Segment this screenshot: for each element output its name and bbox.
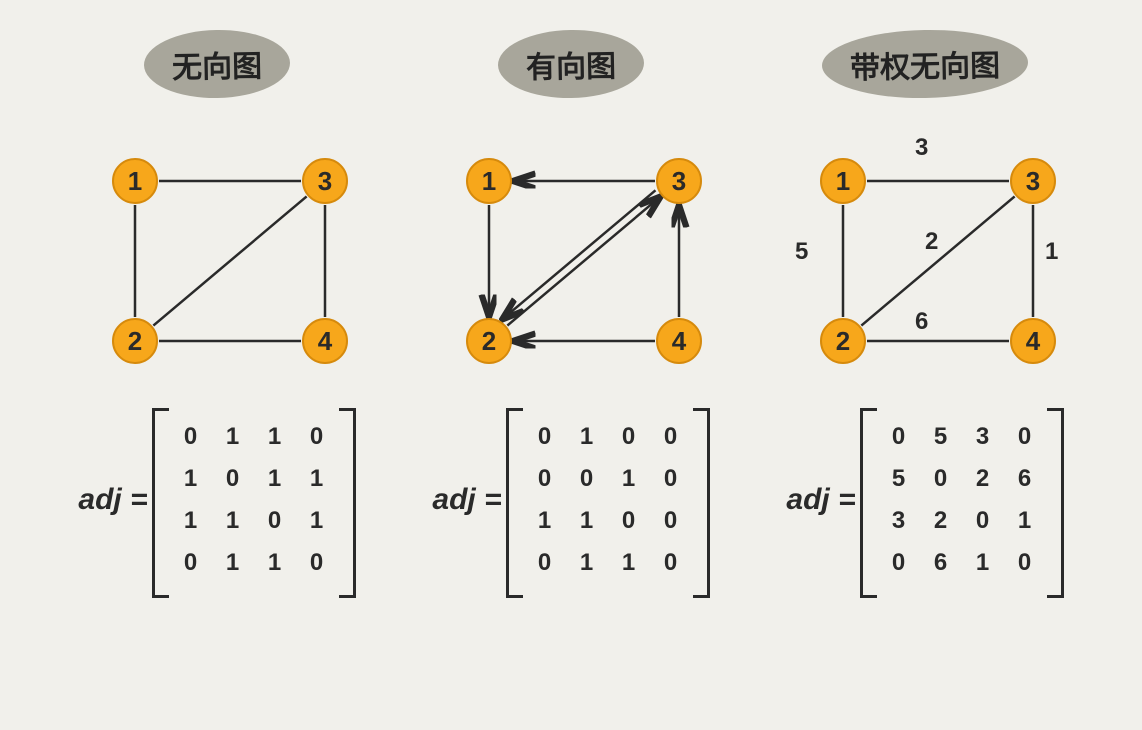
matrix-cell: 1 bbox=[254, 416, 296, 458]
panel-title: 有向图 bbox=[497, 29, 644, 100]
matrix-cell: 0 bbox=[920, 458, 962, 500]
matrix-cell: 1 bbox=[296, 458, 338, 500]
adjacency-matrix: 0110101111010110 bbox=[152, 408, 356, 592]
matrix-cell: 1 bbox=[524, 500, 566, 542]
matrix-cell: 1 bbox=[170, 458, 212, 500]
matrix-cell: 1 bbox=[566, 542, 608, 584]
matrix-cell: 0 bbox=[296, 416, 338, 458]
matrix-cell: 1 bbox=[212, 500, 254, 542]
graph-node: 2 bbox=[466, 318, 512, 364]
matrix-cell: 0 bbox=[254, 500, 296, 542]
matrix-cell: 1 bbox=[566, 500, 608, 542]
matrix-cell: 1 bbox=[566, 416, 608, 458]
matrix-cell: 1 bbox=[608, 542, 650, 584]
matrix-cell: 0 bbox=[524, 542, 566, 584]
matrix-cell: 0 bbox=[878, 416, 920, 458]
matrix-cell: 0 bbox=[650, 542, 692, 584]
matrix-cell: 1 bbox=[254, 458, 296, 500]
matrix-cell: 5 bbox=[878, 458, 920, 500]
adjacency-matrix: 0100001011000110 bbox=[506, 408, 710, 592]
matrix-cell: 2 bbox=[962, 458, 1004, 500]
matrix-cell: 0 bbox=[566, 458, 608, 500]
matrix-cell: 1 bbox=[962, 542, 1004, 584]
matrix-cell: 1 bbox=[212, 542, 254, 584]
matrix-cell: 1 bbox=[212, 416, 254, 458]
matrix-cell: 1 bbox=[608, 458, 650, 500]
graph-node: 1 bbox=[466, 158, 512, 204]
matrix-cell: 3 bbox=[962, 416, 1004, 458]
edge-weight-label: 3 bbox=[915, 134, 928, 162]
graph-directed: 1 3 2 4 bbox=[431, 128, 711, 378]
edge-weight-label: 5 bbox=[795, 238, 808, 266]
matrix-cell: 1 bbox=[254, 542, 296, 584]
graph-undirected: 1 3 2 4 bbox=[77, 128, 357, 378]
matrix-cell: 1 bbox=[170, 500, 212, 542]
matrix-wrap: adj = 0110101111010110 bbox=[78, 408, 355, 592]
graph-weighted: 1 3 2 4 3 5 2 1 6 bbox=[785, 128, 1065, 378]
graph-node: 1 bbox=[820, 158, 866, 204]
matrix-cell: 0 bbox=[1004, 416, 1046, 458]
graph-node: 4 bbox=[656, 318, 702, 364]
matrix-cell: 0 bbox=[962, 500, 1004, 542]
matrix-cell: 2 bbox=[920, 500, 962, 542]
edge-weight-label: 6 bbox=[915, 308, 928, 336]
adjacency-matrix: 0530502632010610 bbox=[860, 408, 1064, 592]
matrix-cell: 0 bbox=[650, 458, 692, 500]
matrix-label: adj = bbox=[78, 483, 147, 517]
matrix-cell: 0 bbox=[1004, 542, 1046, 584]
edge-weight-label: 2 bbox=[925, 228, 938, 256]
matrix-cell: 0 bbox=[650, 416, 692, 458]
graph-node: 3 bbox=[1010, 158, 1056, 204]
graph-node: 3 bbox=[302, 158, 348, 204]
matrix-cell: 5 bbox=[920, 416, 962, 458]
matrix-label: adj = bbox=[432, 483, 501, 517]
graph-node: 4 bbox=[302, 318, 348, 364]
panel-weighted: 带权无向图 1324 35216 adj = 0530502632010610 bbox=[755, 30, 1095, 710]
panel-undirected: 无向图 1324 adj = 0110101111010110 bbox=[47, 30, 387, 710]
graph-node: 2 bbox=[112, 318, 158, 364]
matrix-cell: 1 bbox=[1004, 500, 1046, 542]
matrix-wrap: adj = 0100001011000110 bbox=[432, 408, 709, 592]
matrix-cell: 3 bbox=[878, 500, 920, 542]
matrix-cell: 0 bbox=[170, 542, 212, 584]
matrix-cell: 6 bbox=[1004, 458, 1046, 500]
graph-node: 1 bbox=[112, 158, 158, 204]
matrix-cell: 0 bbox=[296, 542, 338, 584]
matrix-cell: 0 bbox=[650, 500, 692, 542]
matrix-label: adj = bbox=[786, 483, 855, 517]
matrix-cell: 0 bbox=[608, 500, 650, 542]
panel-title: 无向图 bbox=[143, 29, 290, 100]
matrix-cell: 0 bbox=[878, 542, 920, 584]
graph-node: 2 bbox=[820, 318, 866, 364]
edge-weight-label: 1 bbox=[1045, 238, 1058, 266]
matrix-cell: 0 bbox=[170, 416, 212, 458]
matrix-cell: 1 bbox=[296, 500, 338, 542]
matrix-cell: 0 bbox=[524, 416, 566, 458]
matrix-cell: 0 bbox=[212, 458, 254, 500]
panel-title: 带权无向图 bbox=[821, 28, 1028, 100]
matrix-wrap: adj = 0530502632010610 bbox=[786, 408, 1063, 592]
graph-node: 3 bbox=[656, 158, 702, 204]
graph-node: 4 bbox=[1010, 318, 1056, 364]
panel-directed: 有向图 1324 adj = 0100001011000110 bbox=[401, 30, 741, 710]
matrix-cell: 6 bbox=[920, 542, 962, 584]
matrix-cell: 0 bbox=[524, 458, 566, 500]
diagram-canvas: 无向图 1324 adj = 0110101111010110 有向图 bbox=[0, 0, 1142, 730]
matrix-cell: 0 bbox=[608, 416, 650, 458]
